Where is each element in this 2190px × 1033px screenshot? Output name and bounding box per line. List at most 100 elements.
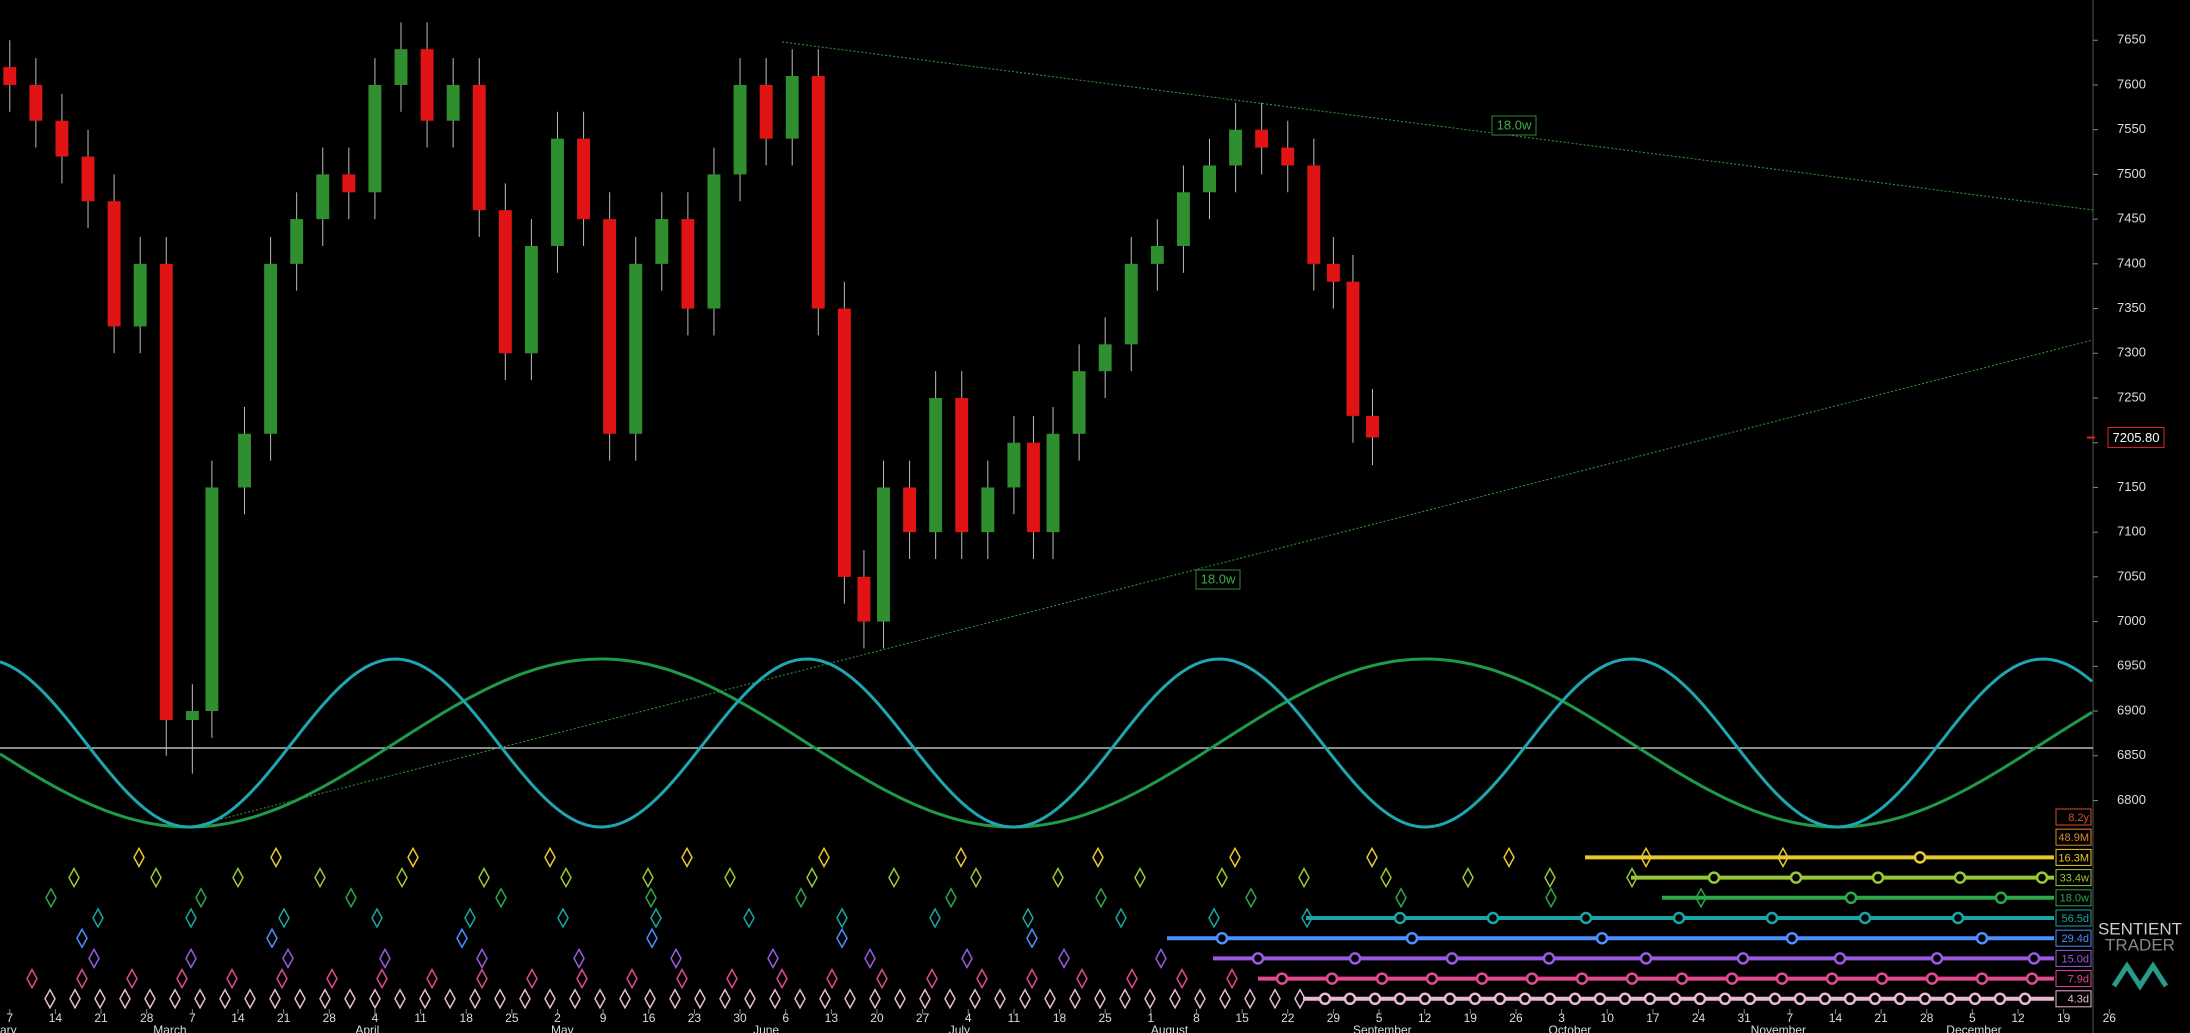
cycle-diamond [1229, 846, 1241, 868]
cycle-marker [1994, 891, 2008, 905]
cycle-diamond [266, 927, 278, 949]
cycle-marker [1975, 931, 1989, 945]
cycle-marker [1789, 871, 1803, 884]
cycle-diamond [278, 907, 290, 929]
y-tick-label: 7450 [2117, 211, 2146, 226]
price-label: 7205.80 [2113, 430, 2160, 445]
cycle-label-box [2055, 889, 2092, 907]
x-tick-label: 2 [554, 1011, 561, 1025]
cycle-diamond [1176, 968, 1188, 990]
cycle-marker [1425, 972, 1439, 985]
cycle-marker [1875, 972, 1889, 985]
x-tick-label: 28 [140, 1011, 154, 1025]
cycle-diamond [836, 907, 848, 929]
cycle-label: 56.5d [2061, 913, 2089, 925]
cycle-marker [1718, 992, 1732, 1006]
x-tick-label: 28 [1920, 1011, 1934, 1025]
cycle-marker [1768, 992, 1782, 1006]
cycle-diamond [519, 988, 531, 1010]
cycle-diamond [444, 988, 456, 1010]
x-tick-label: 14 [1829, 1011, 1843, 1025]
y-tick-label: 6900 [2117, 702, 2146, 717]
cycle-diamond [1545, 887, 1557, 909]
candle-body [1098, 344, 1112, 372]
y-tick-label: 7300 [2117, 345, 2146, 360]
x-tick-label: 1 [1147, 1011, 1154, 1025]
cycle-label: 4.3d [2068, 994, 2089, 1006]
cycle-diamond [456, 927, 468, 949]
cycle-diamond [464, 907, 476, 929]
x-tick-label: 27 [916, 1011, 930, 1025]
candle-body [681, 219, 695, 309]
candle-body [551, 138, 564, 246]
cycle-marker [1368, 992, 1382, 1006]
cycle-marker [1418, 992, 1432, 1006]
trendline-label-box [1195, 569, 1241, 590]
candle-body [1046, 433, 1060, 533]
cycle-marker [1468, 992, 1482, 1006]
cycle-diamond [1052, 867, 1064, 889]
logo [2111, 961, 2169, 991]
candle-body [1326, 263, 1340, 282]
month-label: July [949, 1023, 970, 1033]
cycle-diamond [1244, 988, 1256, 1010]
cycle-diamond [185, 907, 197, 929]
cycle-diamond [1226, 968, 1238, 990]
x-tick-label: 13 [825, 1011, 839, 1025]
month-label: May [551, 1023, 574, 1033]
x-tick-label: 21 [1874, 1011, 1888, 1025]
y-tick-label: 6950 [2117, 658, 2146, 673]
cycle-marker [1668, 992, 1682, 1006]
cycle-marker [1486, 911, 1500, 925]
cycle-marker [1736, 952, 1750, 965]
cycle-marker [1793, 992, 1807, 1006]
candle-body [837, 308, 851, 577]
cycle-marker [1765, 911, 1779, 925]
cycle-diamond [371, 907, 383, 929]
cycle-diamond [469, 988, 481, 1010]
cycle-label: 16.3M [2058, 852, 2089, 864]
cycle-marker [1785, 931, 1799, 945]
x-tick-label: 12 [2011, 1011, 2025, 1025]
cycle-diamond [69, 988, 81, 1010]
candle-body [264, 263, 278, 434]
cycle-diamond [826, 968, 838, 990]
x-tick-label: 8 [1193, 1011, 1200, 1025]
cycle-diamond [195, 887, 207, 909]
x-tick-label: 18 [1053, 1011, 1067, 1025]
cycle-marker [1348, 952, 1362, 965]
candle-body [1150, 245, 1164, 264]
cycle-marker [1525, 972, 1539, 985]
cycle-label-box [2055, 949, 2092, 967]
cycle-marker [1405, 931, 1419, 945]
candle-body [811, 76, 825, 309]
cycle-label: 48.9M [2058, 832, 2089, 844]
cycle-diamond [319, 988, 331, 1010]
candle-body [785, 76, 799, 139]
cycle-marker [2027, 952, 2041, 965]
cycle-marker [1639, 952, 1653, 965]
candle-body [55, 120, 69, 157]
x-tick-label: 26 [1509, 1011, 1523, 1025]
cycle-diamond [1115, 907, 1127, 929]
cycle-marker [1575, 972, 1589, 985]
cycle-marker [1693, 992, 1707, 1006]
x-tick-label: 23 [688, 1011, 702, 1025]
cycle-diamond [1026, 968, 1038, 990]
cycle-diamond [226, 968, 238, 990]
cycle-marker [1625, 972, 1639, 985]
candle-body [81, 156, 95, 202]
cycle-diamond [795, 887, 807, 909]
cycle-label: 29.4d [2061, 933, 2089, 945]
cycle-diamond [1626, 867, 1638, 889]
cycle-diamond [1194, 988, 1206, 1010]
cycle-diamond [1155, 947, 1167, 969]
cycle-label-box [2055, 990, 2092, 1008]
cycle-diamond [369, 988, 381, 1010]
cycle-diamond [1092, 846, 1104, 868]
cycle-diamond [1069, 988, 1081, 1010]
cycle-diamond [1219, 988, 1231, 1010]
candle-body [981, 487, 995, 533]
candle-body [655, 219, 669, 264]
cycle-diamond [1019, 988, 1031, 1010]
